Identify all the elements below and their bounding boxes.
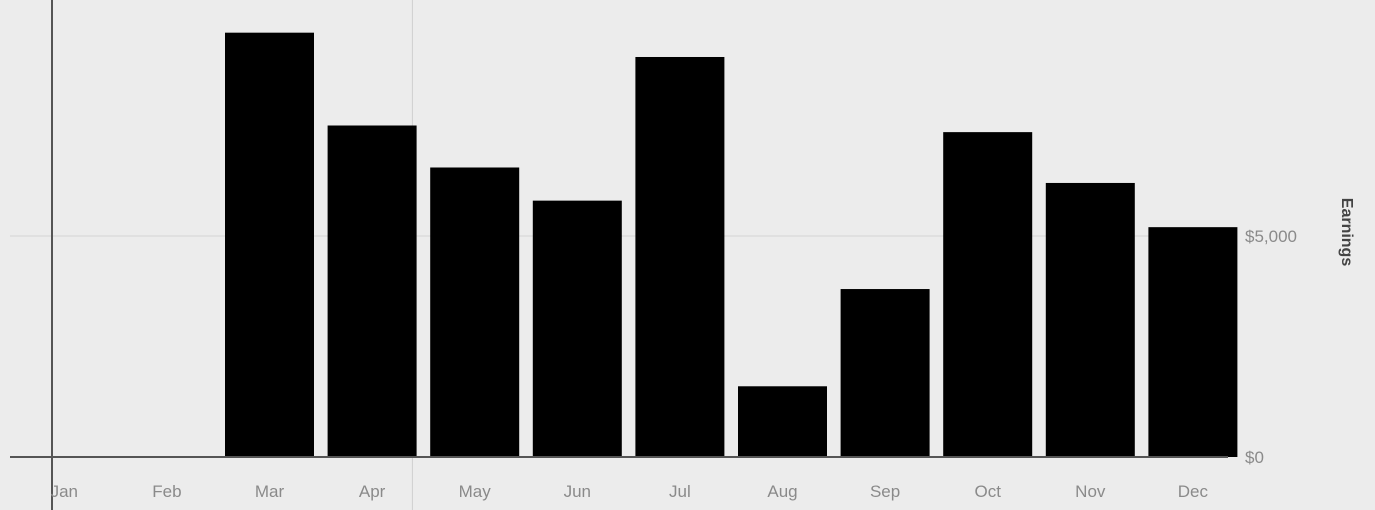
bars xyxy=(225,32,1238,458)
bar-mar xyxy=(225,32,314,458)
y-tick-labels: $0 $5,000 xyxy=(1245,227,1297,467)
x-tick-label: Jan xyxy=(51,482,78,501)
x-tick-label: Jul xyxy=(669,482,691,501)
bar-sep xyxy=(840,289,930,457)
y-axis-title: Earnings xyxy=(1338,198,1355,267)
bar-nov xyxy=(1045,182,1135,457)
bar-aug xyxy=(738,386,827,457)
x-tick-label: Oct xyxy=(974,482,1001,501)
bar-jun xyxy=(532,200,622,457)
bar-oct xyxy=(943,132,1033,457)
bar-apr xyxy=(327,125,417,457)
x-tick-label: Dec xyxy=(1178,482,1209,501)
y-tick-label: $0 xyxy=(1245,448,1264,467)
x-tick-label: Nov xyxy=(1075,482,1106,501)
axes xyxy=(10,0,1228,510)
x-tick-label: Aug xyxy=(767,482,797,501)
x-tick-label: Sep xyxy=(870,482,900,501)
x-tick-label: May xyxy=(459,482,492,501)
bar-may xyxy=(430,167,520,458)
x-tick-label: Apr xyxy=(359,482,386,501)
x-tick-labels: Jan Feb Mar Apr May Jun Jul Aug Sep Oct Nov Dec xyxy=(51,482,1209,501)
bar-jul xyxy=(635,56,725,458)
y-tick-label: $5,000 xyxy=(1245,227,1297,246)
x-tick-label: Feb xyxy=(152,482,181,501)
bar-dec xyxy=(1148,227,1238,457)
x-tick-label: Mar xyxy=(255,482,285,501)
x-tick-label: Jun xyxy=(564,482,591,501)
